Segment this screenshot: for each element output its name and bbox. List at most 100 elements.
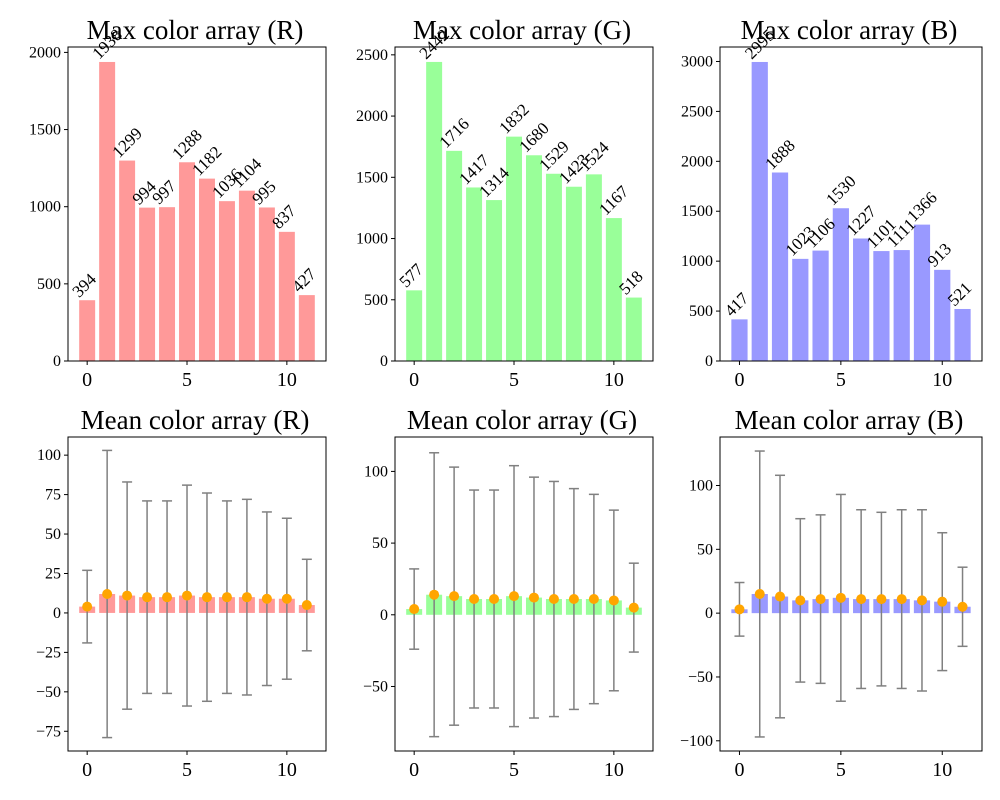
max-b-ytick-label: 500: [689, 303, 713, 320]
max-r-ytick-label: 1500: [29, 122, 61, 139]
mean-r-xtick-label: 0: [82, 759, 92, 781]
max-g-bar: [406, 290, 423, 361]
max-r-bar: [278, 231, 295, 361]
max-b-ytick-label: 3000: [681, 53, 713, 70]
mean-b-mean-marker: [795, 595, 806, 606]
panel-max-g: 5772442171614171314183216801529142315241…: [356, 25, 654, 391]
mean-b-ytick-label: −50: [688, 669, 713, 686]
mean-b-mean-marker: [876, 594, 887, 605]
max-b-bar: [954, 308, 971, 361]
max-g-bar: [585, 174, 602, 361]
mean-r-mean-marker: [82, 601, 93, 612]
mean-r-mean-marker: [122, 590, 133, 601]
max-g-xtick-label: 5: [509, 369, 519, 391]
max-g-bar: [426, 61, 443, 362]
mean-b-mean-marker: [815, 594, 826, 605]
panel-mean-r: 0 5 10 −75 −50 −25 0 25 50 75 100: [36, 436, 327, 781]
max-r-bar: [198, 178, 215, 361]
max-g-axes-frame: [394, 46, 654, 362]
mean-g-mean-marker: [509, 591, 520, 602]
max-g-bar: [565, 186, 582, 361]
mean-b-ytick-label: 0: [705, 605, 713, 622]
panel-title-max-g: Max color array (G): [413, 15, 631, 45]
mean-g-mean-marker: [409, 604, 420, 615]
max-r-xtick-label: 0: [82, 369, 92, 391]
max-r-ytick-label: 2000: [29, 44, 61, 61]
mean-r-ytick-label: −25: [36, 644, 61, 661]
mean-g-ytick-label: −50: [363, 678, 388, 695]
max-g-ytick-label: 0: [380, 353, 388, 370]
max-b-axes-frame: [719, 46, 983, 362]
max-g-ytick-label: 500: [364, 292, 388, 309]
max-r-bar: [258, 207, 275, 361]
max-b-xtick-label: 0: [734, 369, 744, 391]
max-b-bar: [751, 61, 768, 361]
max-r-bar: [119, 160, 136, 361]
mean-b-mean-marker: [835, 592, 846, 603]
mean-r-mean-marker: [162, 592, 173, 603]
panel-mean-g: 0 5 10 −50 0 50 100: [363, 436, 654, 781]
mean-g-mean-marker: [548, 594, 559, 605]
mean-r-ytick-label: 0: [53, 605, 61, 622]
max-g-bar: [605, 218, 622, 361]
mean-r-mean-marker: [281, 593, 292, 604]
max-r-bar: [218, 201, 235, 361]
mean-g-mean-marker: [528, 592, 539, 603]
max-b-ytick-label: 0: [705, 353, 713, 370]
mean-r-ytick-label: −75: [36, 723, 61, 740]
max-b-ytick-label: 2000: [681, 153, 713, 170]
max-g-xtick-label: 0: [409, 369, 419, 391]
max-b-xtick-label: 5: [836, 369, 846, 391]
mean-r-ytick-label: 50: [45, 526, 61, 543]
mean-g-mean-marker: [588, 594, 599, 605]
max-g-bar: [525, 155, 542, 361]
max-r-bar: [139, 207, 156, 361]
mean-r-mean-marker: [221, 592, 232, 603]
mean-r-mean-marker: [201, 592, 212, 603]
mean-g-axes-frame: [394, 436, 654, 752]
mean-b-ytick-label: −100: [680, 733, 713, 750]
mean-b-mean-marker: [754, 589, 765, 599]
max-r-bar: [79, 300, 96, 361]
max-g-bar: [625, 297, 642, 361]
panel-max-b: 4172995188810231106153012271101111113669…: [681, 25, 983, 391]
mean-b-xtick-label: 5: [836, 759, 846, 781]
max-b-ytick-label: 1000: [681, 253, 713, 270]
max-r-bar: [179, 162, 196, 361]
mean-r-mean-marker: [142, 592, 153, 603]
mean-b-mean-marker: [937, 596, 948, 607]
max-r-bar: [298, 295, 315, 361]
max-b-bar: [832, 208, 849, 361]
max-r-bar: [238, 190, 255, 361]
mean-r-mean-marker: [301, 600, 312, 611]
max-g-bar: [545, 173, 562, 361]
panel-title-mean-b: Mean color array (B): [735, 405, 964, 435]
mean-r-xtick-label: 5: [182, 759, 192, 781]
max-r-xtick-label: 10: [277, 369, 297, 391]
mean-b-xtick-label: 0: [734, 759, 744, 781]
max-b-bar: [731, 319, 748, 361]
mean-b-axes-frame: [719, 436, 983, 752]
panel-title-mean-r: Mean color array (R): [81, 405, 310, 435]
max-g-bar: [466, 187, 483, 361]
mean-b-mean-marker: [957, 601, 968, 612]
mean-g-xtick-label: 5: [509, 759, 519, 781]
mean-r-ytick-label: −50: [36, 684, 61, 701]
max-g-bar: [506, 136, 523, 361]
max-r-bar: [159, 207, 176, 361]
max-b-bar: [893, 250, 910, 361]
max-b-bar: [934, 269, 951, 361]
mean-r-mean-marker: [102, 589, 113, 599]
max-b-bar: [812, 250, 829, 361]
max-r-axes-frame: [67, 46, 327, 362]
max-g-ytick-label: 1000: [356, 231, 388, 248]
max-g-xtick-label: 10: [604, 369, 624, 391]
panel-title-max-r: Max color array (R): [87, 15, 304, 45]
mean-b-ytick-label: 50: [697, 541, 713, 558]
mean-g-mean-marker: [429, 589, 440, 600]
max-b-bar: [792, 258, 809, 361]
mean-r-ytick-label: 75: [45, 487, 61, 504]
mean-r-xtick-label: 10: [277, 759, 297, 781]
max-g-ytick-label: 1500: [356, 169, 388, 186]
mean-g-ytick-label: 100: [364, 463, 388, 480]
